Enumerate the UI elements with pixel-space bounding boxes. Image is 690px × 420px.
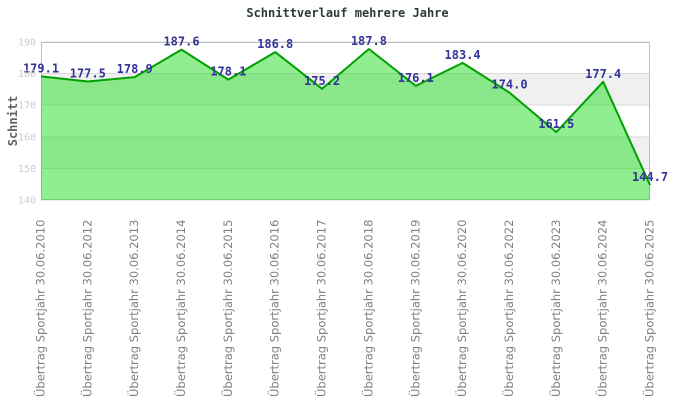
y-tick-label: 140 — [18, 196, 36, 207]
x-axis-label: Übertrag Sportjahr 30.06.2018 — [359, 220, 375, 397]
x-axis-label: Übertrag Sportjahr 30.06.2017 — [313, 220, 329, 397]
x-axis-label: Übertrag Sportjahr 30.06.2015 — [219, 220, 235, 397]
value-label: 161.5 — [538, 117, 574, 131]
x-axis-label: Übertrag Sportjahr 30.06.2020 — [453, 220, 469, 397]
data-line — [40, 48, 651, 186]
value-label: 174.0 — [491, 78, 527, 92]
value-label: 178.9 — [117, 62, 153, 76]
x-axis-label: Übertrag Sportjahr 30.06.2019 — [406, 220, 422, 397]
y-tick-label: 150 — [18, 164, 36, 175]
value-label: 186.8 — [257, 37, 293, 51]
value-label: 179.1 — [23, 61, 59, 75]
y-tick-label: 190 — [18, 38, 36, 49]
value-label: 187.6 — [163, 35, 199, 49]
x-axis-label: Übertrag Sportjahr 30.06.2014 — [172, 220, 188, 397]
x-axis-label: Übertrag Sportjahr 30.06.2010 — [32, 220, 48, 397]
value-label: 177.5 — [70, 67, 106, 81]
value-label: 175.2 — [304, 74, 340, 88]
y-tick-label: 160 — [18, 132, 36, 143]
value-label: 144.7 — [632, 170, 668, 184]
value-label: 187.8 — [351, 34, 387, 48]
value-label: 177.4 — [585, 67, 621, 81]
x-axis-label: Übertrag Sportjahr 30.06.2022 — [500, 220, 516, 397]
x-axis-label: Übertrag Sportjahr 30.06.2013 — [125, 220, 141, 397]
chart-title: Schnittverlauf mehrere Jahre — [246, 6, 448, 20]
y-axis-title: Schnitt — [6, 96, 20, 147]
value-label: 176.1 — [398, 71, 434, 85]
area-fill — [41, 49, 650, 200]
value-label: 183.4 — [445, 48, 481, 62]
y-tick-label: 180 — [18, 69, 36, 80]
x-axis-label: Übertrag Sportjahr 30.06.2016 — [266, 220, 282, 397]
y-tick-label: 170 — [18, 101, 36, 112]
x-axis-label: Übertrag Sportjahr 30.06.2025 — [641, 220, 657, 397]
x-axis-label: Übertrag Sportjahr 30.06.2023 — [547, 220, 563, 397]
x-axis-label: Übertrag Sportjahr 30.06.2024 — [594, 220, 610, 397]
value-label: 178.1 — [210, 65, 246, 79]
x-axis-label: Übertrag Sportjahr 30.06.2012 — [78, 220, 94, 397]
